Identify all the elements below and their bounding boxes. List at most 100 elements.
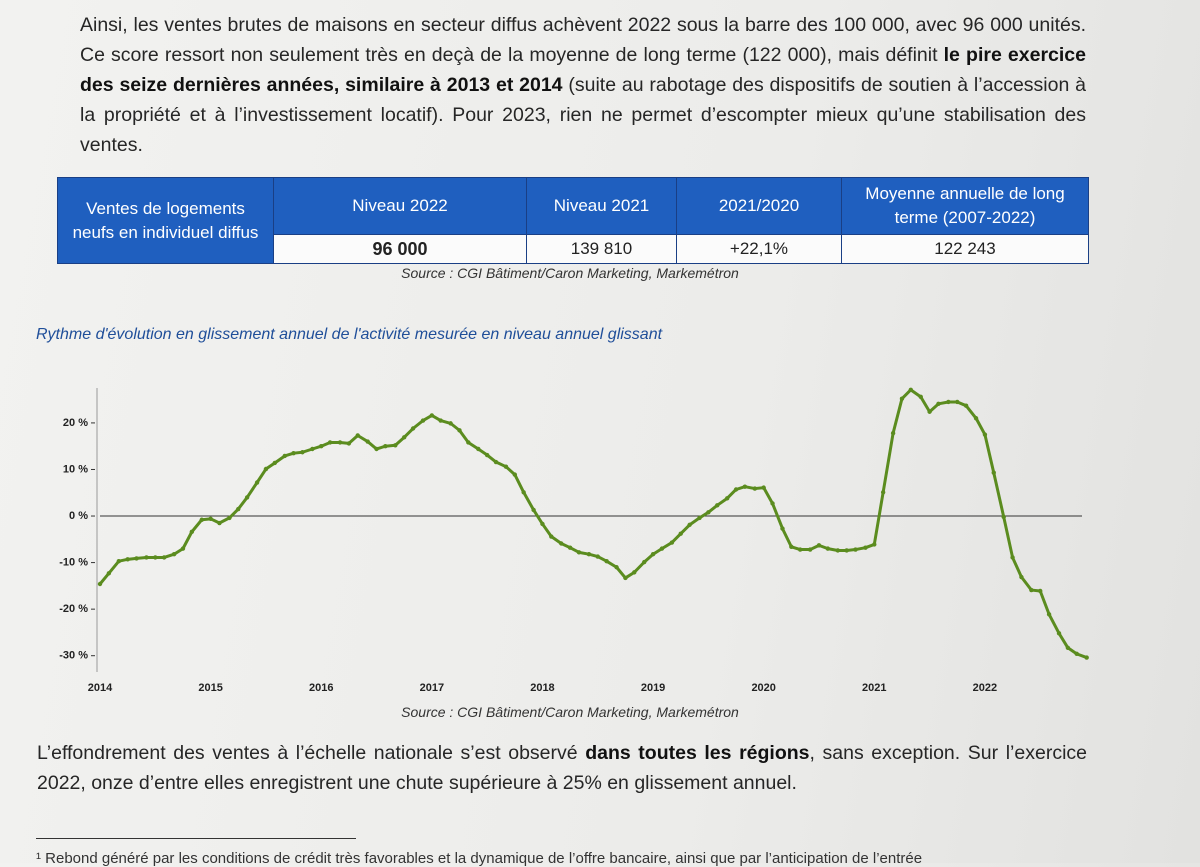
intro-paragraph: Ainsi, les ventes brutes de maisons en s… (80, 10, 1086, 160)
point (973, 416, 979, 421)
point (291, 450, 296, 456)
point (807, 547, 813, 552)
point (853, 547, 858, 552)
y-tick-label: 20 % (63, 417, 88, 429)
point (217, 520, 222, 526)
x-tick-label: 2022 (973, 682, 997, 694)
point (797, 547, 803, 552)
point (752, 486, 758, 491)
point (863, 545, 868, 550)
x-tick-label: 2014 (88, 682, 113, 694)
point (632, 570, 637, 575)
y-tick-label: -20 % (59, 603, 88, 615)
point (429, 413, 435, 418)
text: (suite au rabotage des dispositifs de so… (80, 74, 1086, 156)
point (503, 464, 509, 469)
footnote-rule (36, 838, 356, 839)
point (448, 421, 453, 426)
point (816, 543, 822, 548)
y-tick-label: 0 % (69, 510, 88, 522)
point (244, 495, 250, 500)
point (936, 401, 941, 407)
point (531, 507, 536, 513)
point (650, 552, 656, 557)
point (715, 503, 720, 508)
cell: +22,1% (676, 234, 842, 264)
point (724, 496, 730, 501)
point (890, 430, 896, 436)
point (208, 516, 213, 522)
point (706, 510, 711, 515)
point (310, 446, 315, 452)
point (1065, 645, 1071, 650)
point (171, 552, 177, 557)
point (521, 490, 526, 495)
point (374, 446, 379, 452)
point (559, 541, 564, 546)
point (1001, 514, 1006, 520)
point (125, 557, 130, 562)
point (991, 470, 996, 475)
point (576, 550, 582, 555)
chart-source: Source : CGI Bâtiment/Caron Marketing, M… (401, 704, 739, 720)
point (236, 506, 241, 512)
point (144, 555, 149, 560)
x-tick-label: 2017 (420, 682, 444, 694)
point (918, 394, 923, 400)
point (476, 446, 481, 452)
point (337, 440, 343, 445)
point (963, 403, 969, 408)
text: Ainsi, les ventes brutes de maisons en s… (80, 14, 1086, 66)
point (134, 556, 139, 561)
point (199, 517, 204, 522)
point (272, 460, 277, 466)
point (604, 558, 609, 564)
point (982, 432, 988, 437)
point (642, 559, 647, 565)
point (908, 387, 914, 393)
cell: 139 810 (526, 234, 677, 264)
point (946, 399, 951, 405)
point (669, 540, 675, 545)
point (457, 428, 462, 433)
point (614, 565, 619, 570)
point (733, 487, 739, 492)
point (383, 443, 388, 449)
point (365, 439, 370, 444)
point (880, 490, 886, 495)
point (410, 426, 416, 431)
point (116, 558, 122, 564)
sales-table: Ventes de logements neufs en individuel … (57, 177, 1089, 264)
x-tick-label: 2021 (862, 682, 886, 694)
point (1038, 588, 1043, 594)
emphasis: le pire exercice des seize dernières ann… (80, 44, 1086, 96)
text: L’effondrement des ventes à l’échelle na… (37, 742, 586, 764)
table-source: Source : CGI Bâtiment/Caron Marketing, M… (401, 265, 739, 281)
point (1029, 587, 1034, 593)
x-tick-label: 2015 (198, 682, 222, 694)
point (401, 435, 407, 440)
point (189, 529, 195, 535)
point (567, 545, 573, 550)
point (835, 548, 840, 553)
point (180, 546, 186, 551)
text: , sans exception. Sur l’exercice 2022, o… (37, 742, 1087, 794)
outro-paragraph: L’effondrement des ventes à l’échelle na… (37, 738, 1087, 798)
point (780, 526, 785, 531)
point (300, 450, 305, 455)
point (789, 544, 794, 549)
point (586, 552, 592, 557)
x-tick-label: 2019 (641, 682, 665, 694)
point (346, 441, 352, 446)
point (742, 484, 748, 489)
point (484, 452, 490, 458)
point (899, 396, 905, 401)
column-header: Moyenne annuelle de long terme (2007-202… (841, 177, 1089, 235)
column-header: Niveau 2022 (273, 177, 527, 235)
point (1084, 655, 1089, 660)
point (1010, 555, 1015, 560)
point (697, 515, 702, 521)
point (687, 522, 692, 528)
x-tick-label: 2018 (530, 682, 554, 694)
